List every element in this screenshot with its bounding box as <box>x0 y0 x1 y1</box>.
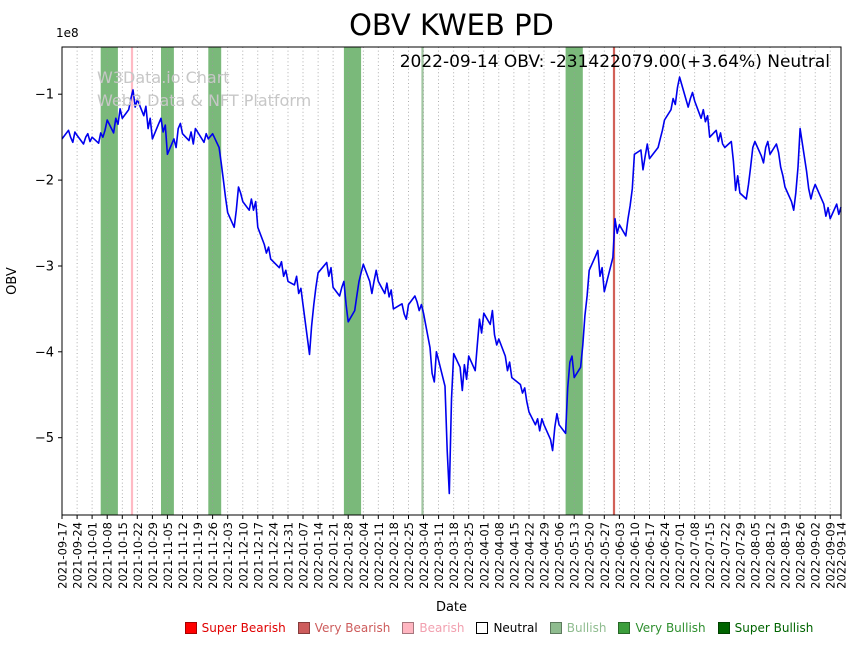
legend-swatch-neutral <box>476 622 489 634</box>
legend-swatch-bearish <box>402 622 415 634</box>
legend-item-super-bullish: Super Bullish <box>717 621 814 635</box>
x-tick-label: 2022-06-03 <box>613 522 627 589</box>
obv-line <box>61 76 842 495</box>
legend: Super Bearish Very Bearish Bearish Neutral B… <box>150 621 848 635</box>
chart-title: OBV KWEB PD <box>349 8 554 42</box>
y-tick-label: −4 <box>35 345 54 360</box>
signal-band-bearish <box>130 47 134 515</box>
x-tick-label: 2022-05-20 <box>583 522 597 589</box>
legend-swatch-super-bullish <box>717 622 730 634</box>
watermark-line2: Web3 Data & NFT Platform <box>97 91 312 110</box>
x-tick-label: 2021-10-29 <box>146 522 160 589</box>
legend-item-very-bearish: Very Bearish <box>297 621 391 635</box>
x-tick-label: 2022-09-02 <box>809 522 823 589</box>
x-tick-label: 2021-09-24 <box>71 522 85 589</box>
legend-item-super-bearish: Super Bearish <box>184 621 286 635</box>
x-tick-label: 2022-05-06 <box>553 522 567 589</box>
x-tick-label: 2021-12-10 <box>236 522 250 589</box>
x-tick-label: 2022-01-28 <box>342 522 356 589</box>
x-tick-label: 2021-11-05 <box>161 522 175 589</box>
x-tick-label: 2022-03-18 <box>447 522 461 589</box>
x-tick-label: 2022-06-10 <box>628 522 642 589</box>
chart-subtitle: 2022-09-14 OBV: -231422079.00(+3.64%) Ne… <box>399 52 830 72</box>
x-tick-label: 2022-01-07 <box>297 522 311 589</box>
x-tick-label: 2021-12-31 <box>282 522 296 589</box>
legend-swatch-very-bearish <box>297 622 310 634</box>
x-tick-label: 2022-07-22 <box>718 522 732 589</box>
x-tick-label: 2021-10-22 <box>131 522 145 589</box>
x-tick-label: 2021-09-17 <box>56 522 70 589</box>
x-tick-label: 2021-12-03 <box>221 522 235 589</box>
legend-item-bullish: Bullish <box>549 621 607 635</box>
x-tick-label: 2022-04-29 <box>538 522 552 589</box>
watermark-line1: W3Data.io Chart <box>97 68 230 87</box>
x-tick-label: 2022-04-08 <box>492 522 506 589</box>
x-tick-label: 2022-09-09 <box>824 522 838 589</box>
legend-item-bearish: Bearish <box>402 621 464 635</box>
signal-band-very-bullish <box>343 47 362 515</box>
x-tick-label: 2022-07-29 <box>733 522 747 589</box>
signal-band-very-bullish <box>208 47 222 515</box>
x-tick-label: 2022-08-19 <box>779 522 793 589</box>
x-tick-label: 2021-12-17 <box>251 522 265 589</box>
y-tick-label: −5 <box>35 431 54 446</box>
x-tick-label: 2022-04-01 <box>477 522 491 589</box>
y-axis-label: OBV <box>5 267 20 295</box>
x-tick-label: 2021-10-01 <box>86 522 100 589</box>
x-tick-label: 2022-06-17 <box>643 522 657 589</box>
x-tick-label: 2021-12-24 <box>266 522 280 589</box>
x-tick-label: 2022-07-08 <box>688 522 702 589</box>
x-tick-label: 2022-02-11 <box>372 522 386 589</box>
legend-swatch-bullish <box>549 622 562 634</box>
x-tick-label: 2022-03-11 <box>432 522 446 589</box>
x-tick-label: 2021-11-19 <box>191 522 205 589</box>
legend-label-super-bullish: Super Bullish <box>734 621 814 635</box>
watermark: W3Data.io Chart Web3 Data & NFT Platform <box>97 66 311 112</box>
signal-band-very-bearish <box>612 47 616 515</box>
legend-label-very-bullish: Very Bullish <box>635 621 706 635</box>
x-axis-label: Date <box>435 600 468 615</box>
x-tick-label: 2022-04-22 <box>523 522 537 589</box>
x-tick-label: 2022-04-15 <box>507 522 521 589</box>
x-tick-label: 2021-11-12 <box>176 522 190 589</box>
legend-swatch-very-bullish <box>618 622 631 634</box>
x-tick-label: 2022-09-14 <box>835 522 849 589</box>
x-tick-label: 2022-05-27 <box>598 522 612 589</box>
x-tick-label: 2022-07-15 <box>703 522 717 589</box>
legend-label-bullish: Bullish <box>566 621 607 635</box>
legend-label-super-bearish: Super Bearish <box>201 621 286 635</box>
x-tick-label: 2022-08-26 <box>794 522 808 589</box>
legend-swatch-super-bearish <box>184 622 197 634</box>
x-tick-label: 2022-05-13 <box>568 522 582 589</box>
x-tick-label: 2022-08-05 <box>748 522 762 589</box>
legend-item-very-bullish: Very Bullish <box>618 621 706 635</box>
y-tick-label: −1 <box>35 88 54 103</box>
x-tick-label: 2022-07-01 <box>673 522 687 589</box>
x-tick-label: 2021-10-15 <box>116 522 130 589</box>
x-tick-label: 2021-11-26 <box>206 522 220 589</box>
x-tick-label: 2022-02-04 <box>357 522 371 589</box>
x-tick-label: 2022-03-04 <box>417 522 431 589</box>
x-tick-label: 2022-06-24 <box>658 522 672 589</box>
legend-label-very-bearish: Very Bearish <box>314 621 391 635</box>
x-tick-label: 2022-02-25 <box>402 522 416 589</box>
signal-band-bullish <box>421 47 424 515</box>
x-tick-label: 2022-01-21 <box>327 522 341 589</box>
y-tick-label: −3 <box>35 260 54 275</box>
x-tick-label: 2021-10-08 <box>101 522 115 589</box>
plot-frame <box>61 46 842 516</box>
legend-item-neutral: Neutral <box>476 621 538 635</box>
x-tick-label: 2022-01-14 <box>312 522 326 589</box>
x-tick-label: 2022-03-25 <box>462 522 476 589</box>
y-axis-offset-label: 1e8 <box>56 26 79 40</box>
y-tick-label: −2 <box>35 174 54 189</box>
legend-label-neutral: Neutral <box>493 621 538 635</box>
signal-band-very-bullish <box>100 47 118 515</box>
legend-label-bearish: Bearish <box>419 621 465 635</box>
x-tick-label: 2022-08-12 <box>764 522 778 589</box>
x-tick-label: 2022-02-18 <box>387 522 401 589</box>
